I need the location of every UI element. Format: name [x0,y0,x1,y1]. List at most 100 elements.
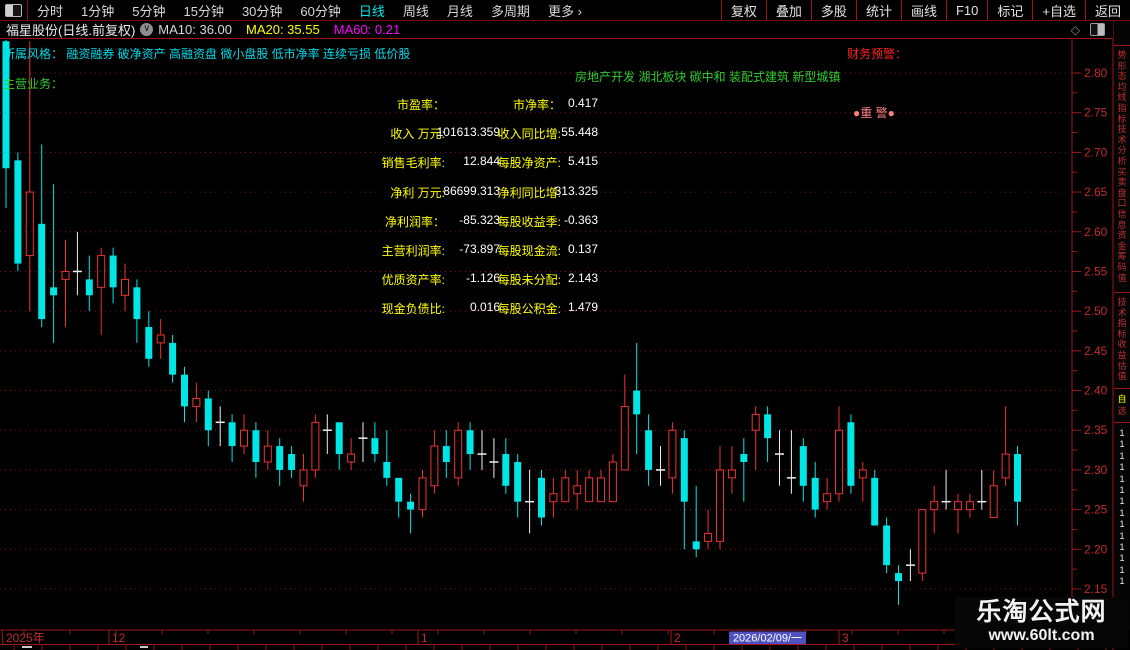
fin-label: 每股收益季: [497,214,561,229]
strip-glyph: 1 [1119,462,1125,473]
date-axis-label: 2 [674,631,681,645]
strip-glyph: 势 [1117,50,1127,60]
financial-row: 主营利润率: -73.897 每股现金流: 0.137 [0,242,700,258]
strip-glyph: 技 [1117,297,1127,307]
toolbar-button-画线[interactable]: 画线 [900,0,946,20]
strip-glyph: 筹 [1117,251,1127,262]
period-tab-30分钟[interactable]: 30分钟 [241,3,283,19]
date-axis-label: 3 [842,631,849,645]
financial-row: 净利 万元: 86699.313 净利同比增: 313.325 [0,184,700,200]
fin-label: 每股现金流: [497,244,561,258]
period-tab-多周期[interactable]: 多周期 [490,3,530,19]
strip-glyph: 1 [1119,496,1125,507]
date-axis-label: 1 [421,631,428,645]
title-bar: 福星股份(日线.前复权) ∨ MA10: 36.00 MA20: 35.55 MA6… [0,21,1113,39]
toolbar-button-统计[interactable]: 统计 [855,0,901,20]
split-panel-icon[interactable] [1090,23,1105,36]
strip-glyph: 信 [1117,209,1127,219]
strip-glyph: 选 [1117,406,1127,416]
toolbar-button-返回[interactable]: 返回 [1084,0,1130,20]
strip-glyph: 资 [1117,230,1127,241]
strip-glyph: 1 [1119,542,1125,552]
fin-label: 收入同比增: [497,127,561,142]
period-tab-日线[interactable]: 日线 [358,3,385,19]
ma-value-2: MA60: 0.21 [333,22,401,37]
fin-value: 1.479 [567,300,598,315]
toolbar-button-+自选[interactable]: +自选 [1032,0,1085,20]
strip-glyph: 线 [1117,92,1127,103]
sector-tags: 房地产开发 湖北板块 碳中和 装配式建筑 新型城镇 [575,70,841,84]
toolbar-button-F10[interactable]: F10 [945,0,987,20]
fin-value: -0.363 [563,212,598,227]
period-tab-15分钟[interactable]: 15分钟 [183,3,224,19]
period-tab-60分钟[interactable]: 60分钟 [300,3,341,19]
fin-label: 净利 万元: [390,185,445,200]
price-axis-label: 2.40 [1084,384,1108,398]
strip-glyph: 1 [1119,485,1125,495]
price-axis-label: 2.30 [1084,463,1108,477]
strip-glyph: 值 [1117,272,1127,283]
price-axis-label: 2.20 [1084,542,1108,556]
diamond-icon[interactable]: ◇ [1070,22,1080,37]
price-axis-label: 2.45 [1084,344,1108,358]
fin-label: 每股公积金: [497,302,561,317]
strip-glyph: 分 [1117,145,1127,156]
date-axis-label: 12 [112,631,126,645]
strip-glyph: 1 [1119,530,1125,541]
stock-title: 福星股份(日线.前复权) [6,23,136,38]
fin-value: 2.143 [567,271,598,286]
strip-glyph: 指 [1117,103,1127,113]
action-toolbar: 复权 叠加 多股 统计 画线 F10 标记 +自选 返回 [720,0,1130,20]
fin-value: -85.323 [459,212,500,227]
strip-glyph: 标 [1117,328,1127,339]
warning-badge: ●重 警● [853,106,895,120]
strip-glyph: 1 [1119,450,1125,461]
fin-value: 5.415 [567,154,598,169]
price-axis-label: 2.55 [1084,264,1108,278]
watermark: 乐淘公式网 www.60lt.com [955,597,1128,648]
fin-label: 现金负债比: [381,302,445,317]
strip-glyph: 益 [1117,350,1127,360]
fin-label: 每股未分配: [497,273,561,288]
strip-divider [1114,45,1130,46]
strip-glyph: 析 [1117,156,1127,166]
strip-glyph: 标 [1117,113,1127,124]
period-tab-5分钟[interactable]: 5分钟 [132,3,166,19]
panel-toggle-icon[interactable] [0,0,28,20]
strip-glyph: 买 [1117,166,1127,177]
period-toolbar: 分时 1分钟 5分钟 15分钟 30分钟 60分钟 日线 周线 月线 多周期 更多 › 复权 叠加 多股… [0,0,1130,21]
chevron-down-icon[interactable]: ∨ [140,23,154,36]
strip-glyph: 1 [1119,564,1125,575]
strip-glyph: 码 [1117,262,1127,272]
date-axis-label: 2025年 [6,631,45,645]
price-axis-label: 2.35 [1084,423,1108,437]
period-tab-分时[interactable]: 分时 [37,3,64,19]
period-tab-月线[interactable]: 月线 [446,3,473,19]
period-tab-1分钟[interactable]: 1分钟 [81,3,115,19]
fin-value: 12.844 [463,154,500,169]
financial-row: 市盈率： 市净率： 0.417 [0,96,700,112]
strip-glyph: 1 [1119,576,1125,587]
toolbar-button-叠加[interactable]: 叠加 [765,0,811,20]
fin-value: -1.126 [465,271,500,286]
toolbar-button-标记[interactable]: 标记 [987,0,1032,20]
financial-row: 收入 万元: 101613.359 收入同比增: 55.448 [0,125,700,142]
price-axis-label: 2.80 [1084,66,1108,80]
main-business-label: 主营业务： [3,77,64,91]
watermark-url: www.60lt.com [988,627,1095,644]
strip-glyph: 1 [1119,439,1125,450]
toolbar-button-复权[interactable]: 复权 [720,0,766,20]
period-tab-更多 ›[interactable]: 更多 › [547,3,582,19]
strip-glyph: 1 [1119,507,1125,518]
fin-label: 销售毛利率: [381,156,445,171]
toolbar-button-多股[interactable]: 多股 [810,0,856,20]
period-tab-周线[interactable]: 周线 [402,3,429,19]
strip-glyph: 收 [1117,339,1127,350]
strip-divider [1114,422,1130,423]
fin-label: 净利润率： [384,214,445,229]
stock-style-tags: 所属风格： 融资融券 破净资产 高融资盘 微小盘股 低市净率 连续亏损 低价股 [3,47,411,61]
strip-glyph: 盘 [1117,187,1127,198]
strip-glyph: 值 [1117,371,1127,382]
